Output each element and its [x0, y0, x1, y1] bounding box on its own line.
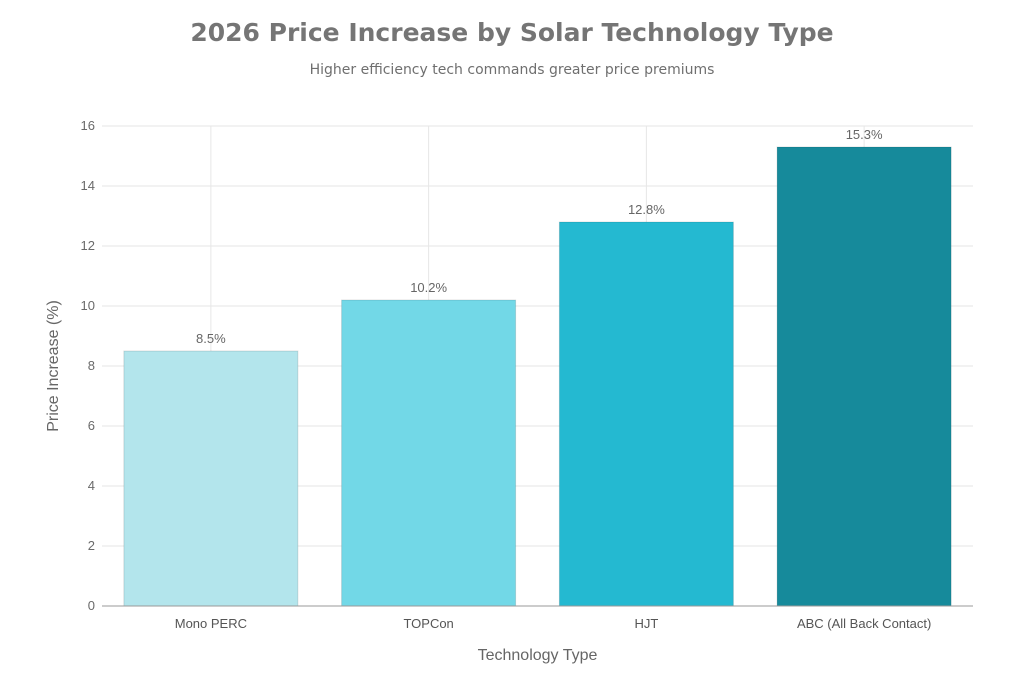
- bar: [123, 350, 299, 607]
- x-tick-label: Mono PERC: [175, 616, 247, 631]
- bar-value-label: 8.5%: [196, 331, 226, 346]
- x-axis-title: Technology Type: [478, 647, 598, 664]
- chart-title: 2026 Price Increase by Solar Technology …: [190, 18, 834, 47]
- bar-value-label: 15.3%: [846, 127, 883, 142]
- x-tick-label: ABC (All Back Contact): [797, 616, 931, 631]
- y-tick-label: 0: [88, 598, 95, 613]
- x-axis-ticks: Mono PERC TOPCon HJT ABC (All Back Contact): [175, 616, 932, 631]
- bars: [123, 146, 952, 607]
- bar: [776, 146, 952, 607]
- bar-value-label: 10.2%: [410, 280, 447, 295]
- x-tick-label: TOPCon: [403, 616, 453, 631]
- y-tick-label: 14: [81, 178, 95, 193]
- chart-subtitle: Higher efficiency tech commands greater …: [309, 62, 715, 78]
- x-tick-label: HJT: [634, 616, 658, 631]
- y-tick-label: 12: [81, 238, 95, 253]
- y-axis-title: Price Increase (%): [45, 300, 62, 432]
- value-labels: 8.5% 10.2% 12.8% 15.3%: [196, 127, 883, 346]
- y-tick-label: 4: [88, 478, 95, 493]
- y-tick-label: 8: [88, 358, 95, 373]
- bar-value-label: 12.8%: [628, 202, 665, 217]
- y-tick-label: 2: [88, 538, 95, 553]
- y-tick-label: 10: [81, 298, 95, 313]
- y-axis-ticks: 0 2 4 6 8 10 12 14 16: [81, 118, 95, 613]
- y-tick-label: 6: [88, 418, 95, 433]
- bar: [341, 299, 517, 607]
- bar: [558, 221, 734, 607]
- y-tick-label: 16: [81, 118, 95, 133]
